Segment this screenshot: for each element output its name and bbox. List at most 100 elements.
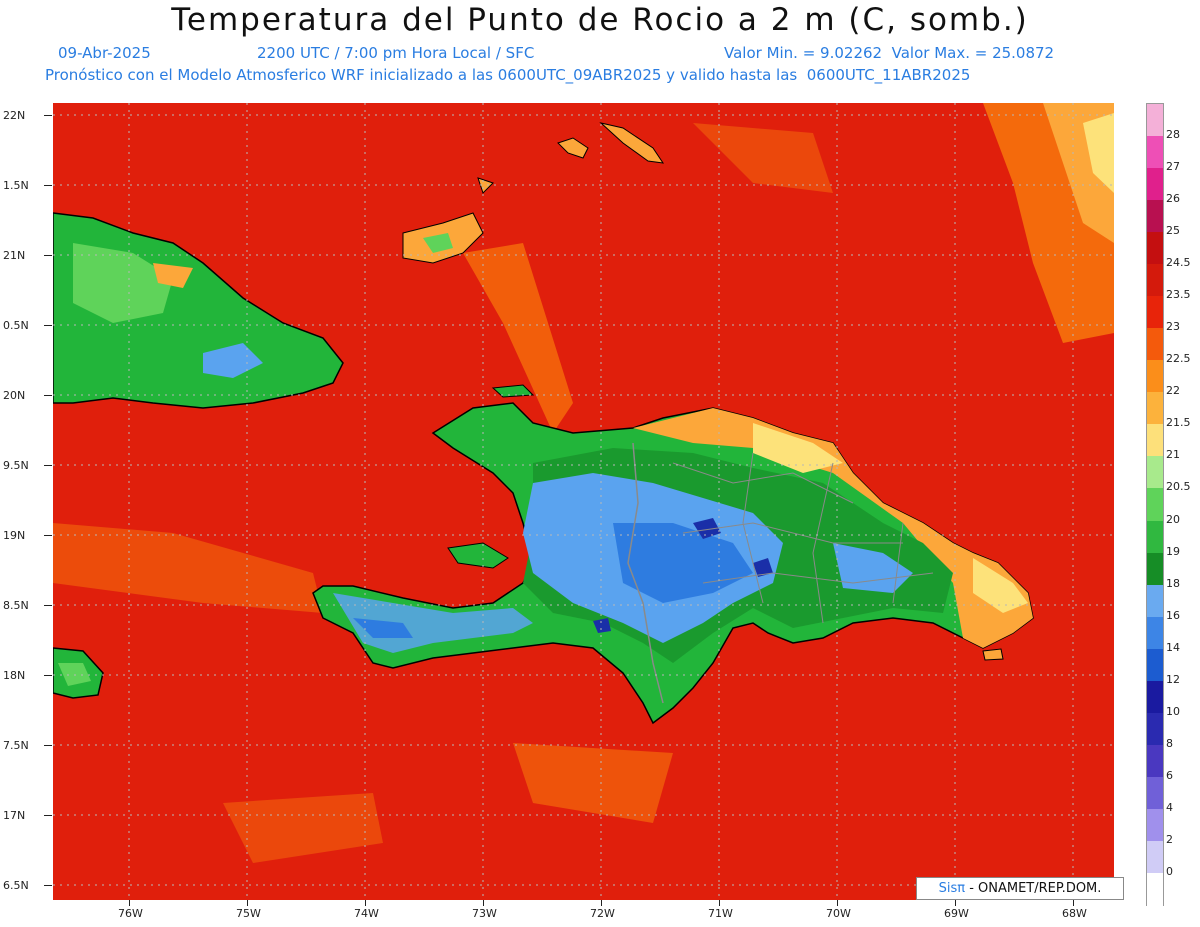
- credit-text: - ONAMET/REP.DOM.: [965, 881, 1102, 896]
- lon-tick: [247, 900, 248, 906]
- colorbar-label: 24.5: [1166, 256, 1191, 270]
- lon-label: 68W: [1062, 907, 1087, 920]
- saona-island: [982, 648, 1004, 661]
- haiti-peninsula-deep-blue: [353, 618, 413, 638]
- lat-tick: [44, 815, 52, 816]
- tortuga-island: [491, 384, 535, 398]
- colorbar-label: 10: [1166, 704, 1180, 718]
- n-orange-patch: [693, 123, 833, 193]
- lon-tick: [837, 900, 838, 906]
- colorbar-label: 25: [1166, 224, 1180, 238]
- colorbar-swatch: [1147, 296, 1163, 329]
- dr-east-blue: [833, 543, 913, 593]
- colorbar-label: 23.5: [1166, 288, 1191, 302]
- colorbar-swatch: [1147, 584, 1163, 618]
- lat-label: 1.5N: [3, 179, 29, 192]
- ne-yellow-region: [1083, 113, 1114, 193]
- lat-label: 7.5N: [3, 739, 29, 752]
- colorbar: [1146, 103, 1164, 906]
- colorbar-swatch: [1147, 264, 1163, 297]
- colorbar-swatch: [1147, 808, 1163, 842]
- cuba-light-green: [73, 243, 173, 323]
- lon-tick: [483, 900, 484, 906]
- dr-coastal-orange: [633, 408, 1033, 648]
- forecast-time-info: 2200 UTC / 7:00 pm Hora Local / SFC: [257, 44, 535, 62]
- haiti-dr-border: [627, 442, 664, 704]
- lat-label: 8.5N: [3, 599, 29, 612]
- colorbar-label: 20.5: [1166, 480, 1191, 494]
- cuba-orange-spot: [153, 263, 193, 288]
- colorbar-swatch: [1147, 360, 1163, 393]
- west-orange-band: [53, 523, 323, 613]
- colorbar-label: 22: [1166, 384, 1180, 398]
- dew-point-map: [53, 103, 1114, 900]
- colorbar-swatch: [1147, 840, 1163, 874]
- inagua-green: [423, 233, 453, 253]
- dr-north-yellow: [753, 423, 843, 473]
- colorbar-swatch: [1147, 232, 1163, 265]
- navy-spot-1: [693, 518, 721, 539]
- lon-label: 74W: [354, 907, 379, 920]
- credit-label: Sisπ - ONAMET/REP.DOM.: [916, 877, 1124, 900]
- colorbar-swatch: [1147, 488, 1163, 522]
- credit-sis: Sisπ: [938, 881, 966, 896]
- colorbar-swatch: [1147, 424, 1163, 458]
- lon-tick: [601, 900, 602, 906]
- windward-orange-plume: [463, 243, 573, 433]
- map-title: Temperatura del Punto de Rocio a 2 m (C,…: [171, 2, 1029, 38]
- lat-tick: [44, 255, 52, 256]
- lat-label: 6.5N: [3, 879, 29, 892]
- lon-tick: [129, 900, 130, 906]
- colorbar-swatch: [1147, 776, 1163, 810]
- cuba-blue-area: [203, 343, 263, 378]
- colorbar-swatch: [1147, 680, 1163, 714]
- lon-tick: [365, 900, 366, 906]
- lat-label: 21N: [3, 249, 26, 262]
- colorbar-swatch: [1147, 552, 1163, 586]
- lon-label: 69W: [944, 907, 969, 920]
- colorbar-label: 22.5: [1166, 352, 1191, 366]
- lon-label: 70W: [826, 907, 851, 920]
- colorbar-label: 21: [1166, 448, 1180, 462]
- gonave-island: [447, 542, 509, 569]
- colorbar-swatch: [1147, 616, 1163, 650]
- colorbar-label: 26: [1166, 192, 1180, 206]
- colorbar-label: 6: [1166, 768, 1173, 782]
- lon-tick: [955, 900, 956, 906]
- colorbar-label: 14: [1166, 640, 1180, 654]
- lon-tick: [719, 900, 720, 906]
- min-max-values: Valor Min. = 9.02262 Valor Max. = 25.087…: [724, 44, 1055, 62]
- navy-spot-3: [593, 618, 611, 633]
- colorbar-label: 28: [1166, 128, 1180, 142]
- colorbar-label: 23: [1166, 320, 1180, 334]
- colorbar-label: 16: [1166, 608, 1180, 622]
- colorbar-swatch: [1147, 328, 1163, 361]
- lat-label: 9.5N: [3, 459, 29, 472]
- map-svg: [53, 103, 1114, 900]
- dr-province-lines: [672, 452, 934, 624]
- lat-label: 19N: [3, 529, 26, 542]
- caicos-island: [557, 137, 589, 159]
- colorbar-swatch: [1147, 744, 1163, 778]
- colorbar-label: 12: [1166, 672, 1180, 686]
- graticule: [53, 103, 1114, 900]
- lon-label: 76W: [118, 907, 143, 920]
- lat-label: 17N: [3, 809, 26, 822]
- colorbar-swatch: [1147, 456, 1163, 490]
- colorbar-label: 20: [1166, 512, 1180, 526]
- model-info: Pronóstico con el Modelo Atmosferico WRF…: [45, 66, 971, 84]
- lon-tick: [1073, 900, 1074, 906]
- colorbar-label: 4: [1166, 800, 1173, 814]
- lat-tick: [44, 535, 52, 536]
- colorbar-label: 8: [1166, 736, 1173, 750]
- lat-label: 20N: [3, 389, 26, 402]
- forecast-date: 09-Abr-2025: [58, 44, 151, 62]
- colorbar-swatch: [1147, 200, 1163, 233]
- colorbar-swatch: [1147, 392, 1163, 425]
- lat-tick: [44, 745, 52, 746]
- colorbar-label: 19: [1166, 544, 1180, 558]
- colorbar-swatch: [1147, 648, 1163, 682]
- colorbar-label: 21.5: [1166, 416, 1191, 430]
- turks-islands: [599, 122, 665, 164]
- colorbar-swatch: [1147, 168, 1163, 201]
